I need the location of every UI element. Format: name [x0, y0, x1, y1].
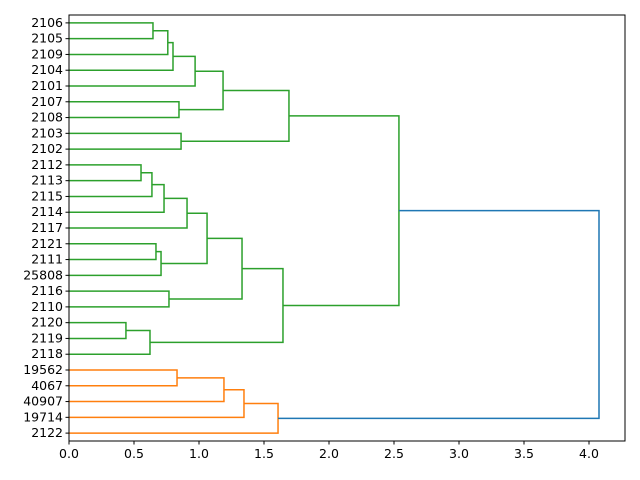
- leaf-label: 2111: [31, 252, 63, 267]
- link-orange: [69, 388, 245, 419]
- leaf-label: 2107: [31, 94, 63, 109]
- leaf-label: 40907: [23, 394, 63, 409]
- leaf-label: 2113: [31, 173, 63, 188]
- link-green: [282, 115, 400, 307]
- link-green: [69, 329, 151, 355]
- leaf-label: 2104: [31, 62, 63, 77]
- link-green: [69, 290, 170, 308]
- x-tick-label: 0.0: [59, 446, 79, 461]
- x-tick-label: 2.0: [319, 446, 339, 461]
- leaf-label: 2118: [31, 346, 63, 361]
- leaf-label: 2103: [31, 125, 63, 140]
- link-orange: [69, 402, 279, 434]
- leaf-label: 2115: [31, 188, 63, 203]
- leaf-label: 2105: [31, 31, 63, 46]
- link-green: [69, 22, 154, 40]
- x-tick-label: 3.5: [514, 446, 534, 461]
- leaf-label: 2106: [31, 15, 63, 30]
- link-green: [69, 183, 165, 213]
- link-green: [168, 237, 243, 300]
- link-green: [69, 197, 188, 229]
- link-blue: [278, 209, 600, 420]
- x-tick-label: 4.0: [579, 446, 599, 461]
- leaf-label: 4067: [31, 378, 63, 393]
- link-green: [161, 212, 208, 265]
- x-axis-ticks: 0.0 0.5 1.0 1.5 2.0 2.5 3.0 3.5 4.0: [59, 441, 599, 461]
- link-green: [178, 70, 224, 111]
- link-green: [149, 267, 284, 344]
- link-green: [181, 89, 290, 142]
- leaf-label: 2102: [31, 141, 63, 156]
- x-tick-label: 2.5: [384, 446, 404, 461]
- link-green: [69, 250, 162, 277]
- leaf-label: 2122: [31, 425, 63, 440]
- link-green: [69, 101, 180, 119]
- x-tick-label: 0.5: [124, 446, 144, 461]
- leaf-label: 2121: [31, 236, 63, 251]
- leaf-label: 2117: [31, 220, 63, 235]
- leaf-label: 2108: [31, 110, 63, 125]
- x-tick-label: 1.5: [254, 446, 274, 461]
- dendrogram-links: [69, 22, 600, 434]
- link-green: [69, 172, 153, 198]
- leaf-label: 25808: [23, 267, 63, 282]
- x-tick-label: 3.0: [449, 446, 469, 461]
- leaf-label: 2120: [31, 315, 63, 330]
- leaf-label: 19714: [23, 409, 63, 424]
- link-green: [69, 164, 142, 182]
- leaf-label: 2101: [31, 78, 63, 93]
- leaf-label: 2112: [31, 157, 63, 172]
- leaf-label: 2116: [31, 283, 63, 298]
- link-green: [69, 55, 196, 87]
- link-green: [69, 132, 182, 150]
- leaf-label: 2109: [31, 46, 63, 61]
- link-green: [69, 321, 127, 340]
- leaf-label: 2114: [31, 204, 63, 219]
- leaf-label: 19562: [23, 362, 63, 377]
- leaf-labels: 2106210521092104210121072108210321022112…: [23, 15, 69, 440]
- link-orange: [69, 377, 225, 403]
- leaf-label: 2110: [31, 299, 63, 314]
- x-tick-label: 1.0: [189, 446, 209, 461]
- link-orange: [69, 369, 178, 387]
- leaf-label: 2119: [31, 330, 63, 345]
- link-green: [69, 41, 174, 71]
- link-green: [69, 243, 157, 261]
